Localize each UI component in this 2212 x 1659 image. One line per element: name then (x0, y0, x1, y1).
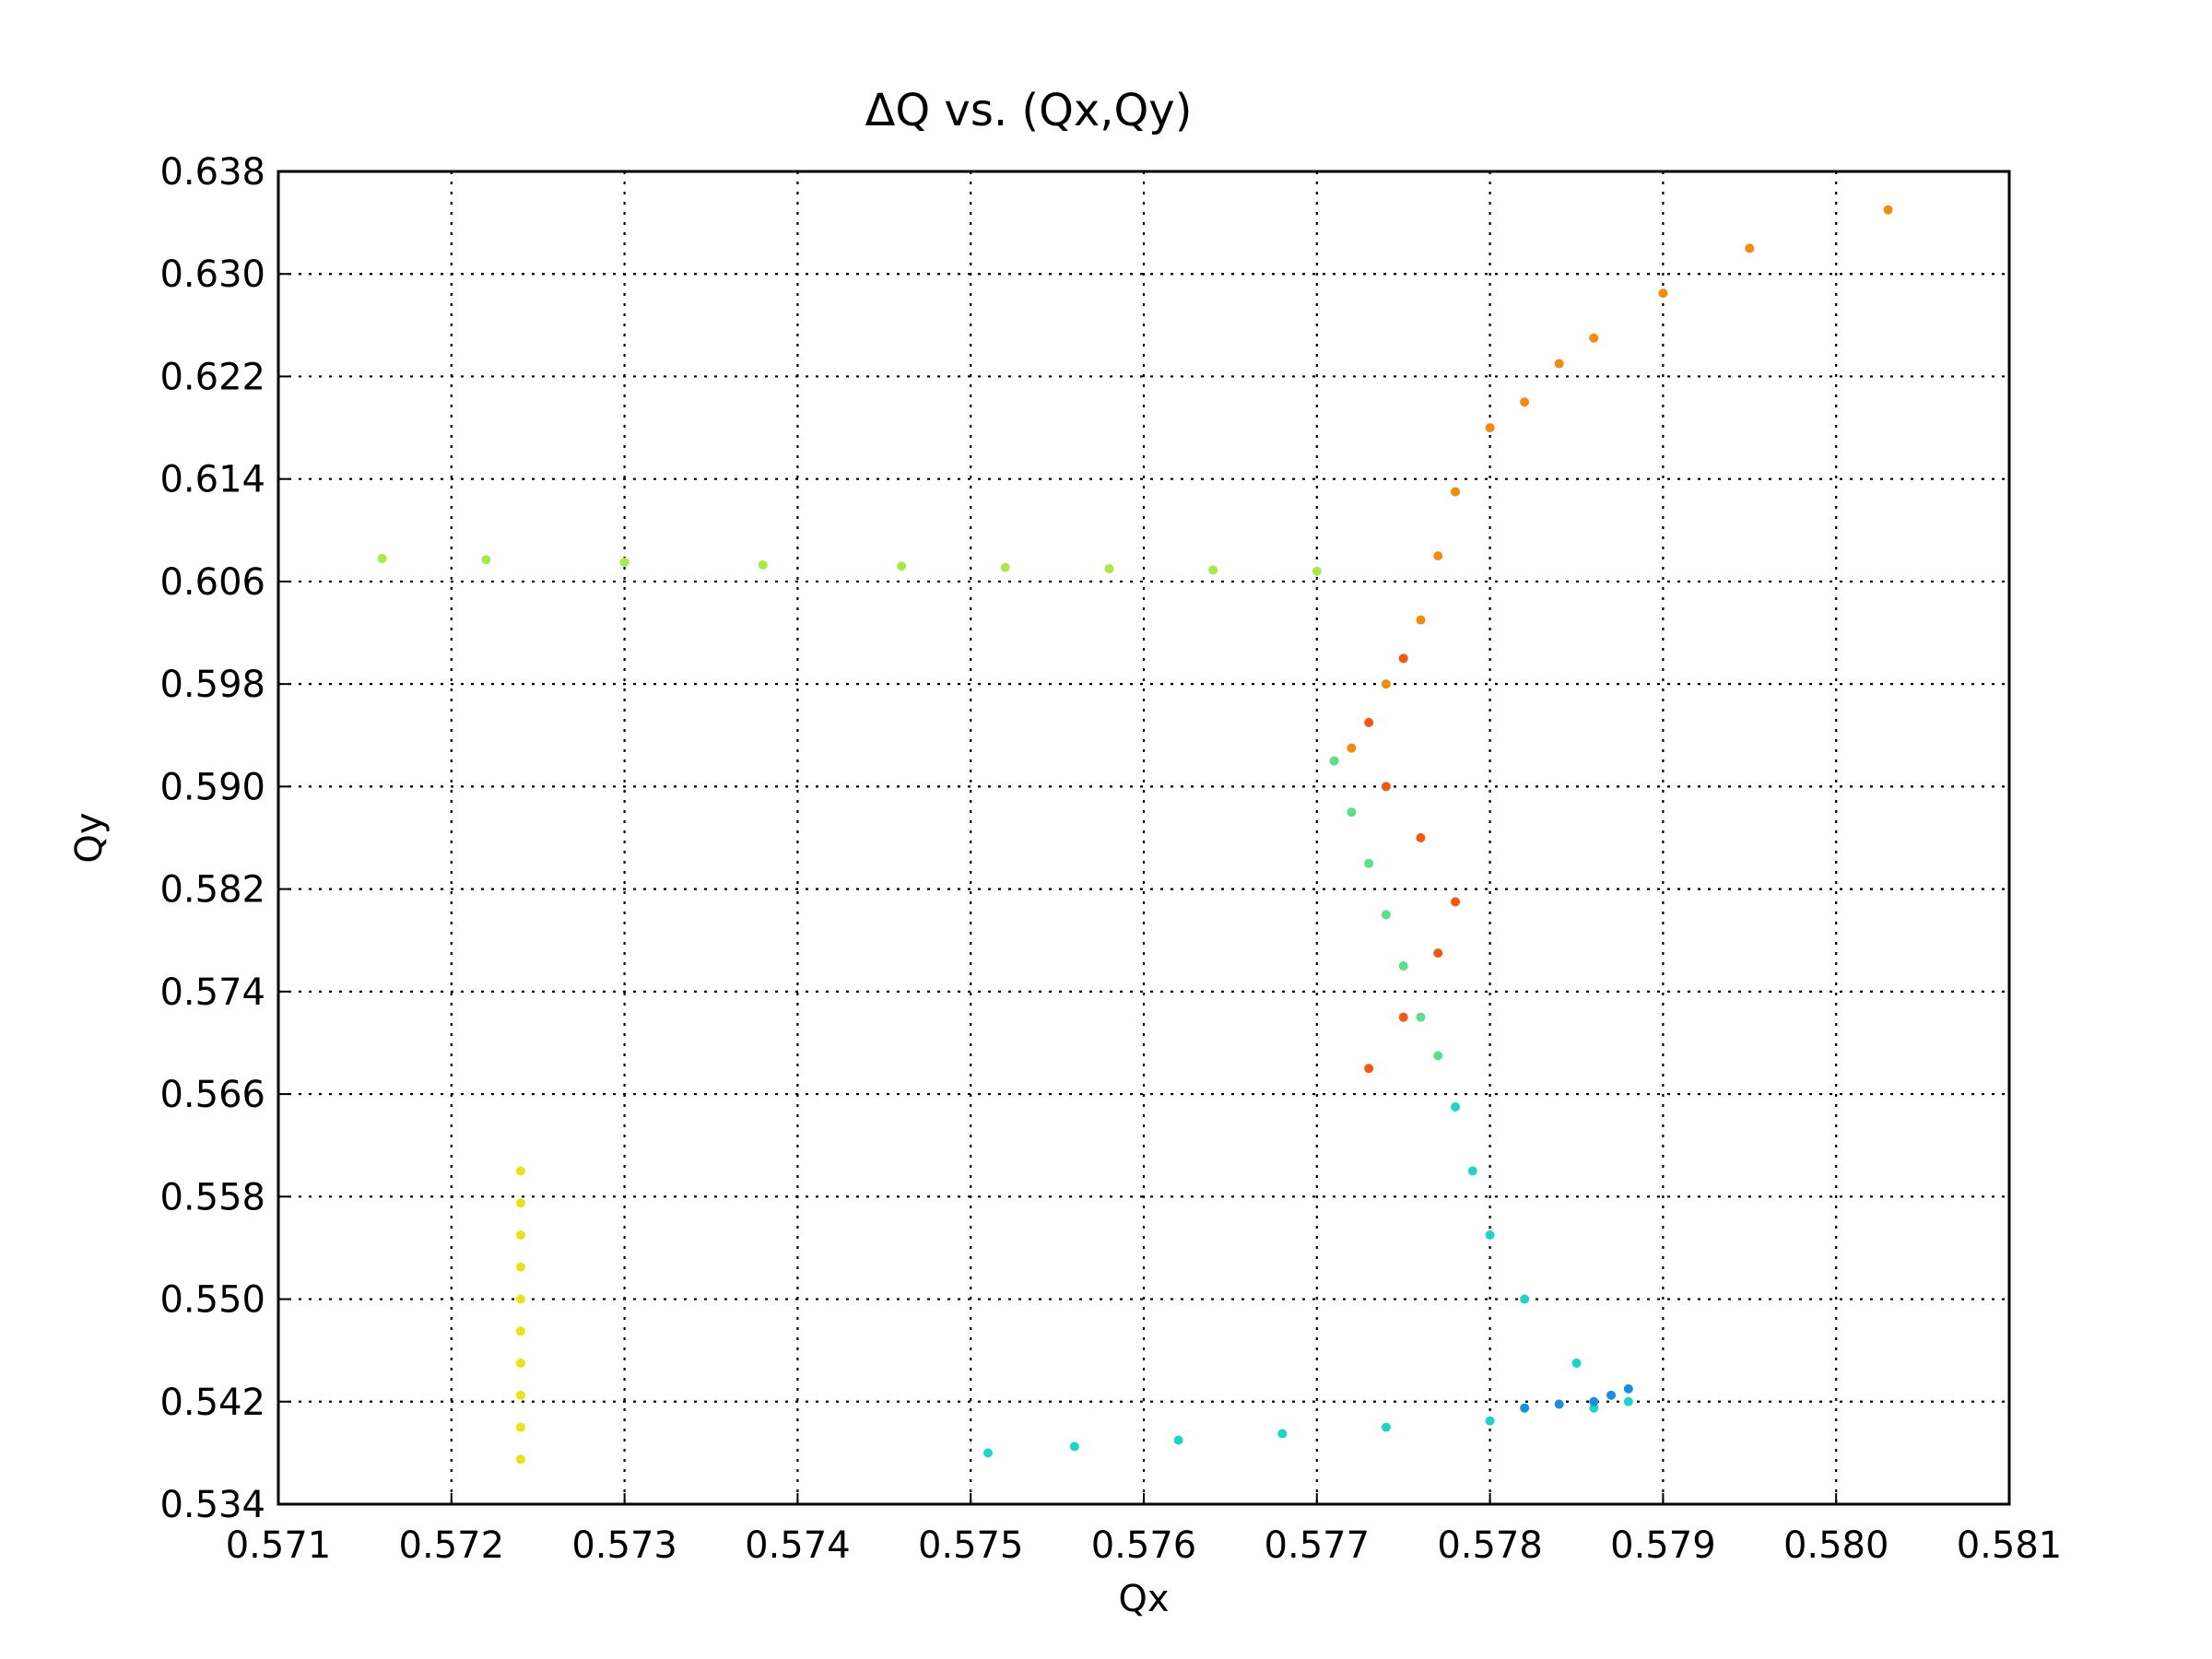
data-point (1623, 1396, 1633, 1406)
x-tick-labels: 0.571 0.572 0.573 0.574 0.575 0.576 0.577 0.578… (226, 1524, 2063, 1567)
y-tick-label: 0.606 (159, 561, 265, 604)
data-point (1520, 1403, 1530, 1413)
data-point (515, 1230, 525, 1241)
data-point (1554, 1399, 1564, 1409)
x-tick-label: 0.575 (918, 1524, 1024, 1567)
data-point (515, 1390, 525, 1400)
data-point (1623, 1383, 1633, 1394)
y-tick-label: 0.630 (159, 253, 265, 296)
data-point (1485, 1416, 1495, 1426)
data-point (1554, 359, 1564, 369)
data-point (1485, 423, 1495, 433)
x-tick-label: 0.574 (745, 1524, 851, 1567)
data-point (1364, 1064, 1374, 1074)
data-point (1277, 1429, 1288, 1439)
y-tick-label: 0.558 (159, 1176, 265, 1218)
data-point (1485, 1230, 1495, 1241)
y-tick-labels: 0.534 0.542 0.550 0.558 0.566 0.574 0.582 0.590… (159, 151, 265, 1526)
data-point (1398, 961, 1408, 971)
data-point (515, 1326, 525, 1336)
data-point (1364, 717, 1374, 727)
data-point (481, 555, 491, 565)
y-axis-label: Qy (68, 812, 111, 863)
data-point (1416, 833, 1426, 842)
chart-title: ΔQ vs. (Qx,Qy) (865, 85, 1193, 136)
data-point (1416, 1012, 1426, 1022)
x-tick-label: 0.577 (1265, 1524, 1371, 1567)
data-point (1398, 1012, 1408, 1022)
data-point (1364, 858, 1374, 868)
data-point (377, 553, 387, 563)
data-point (1208, 565, 1218, 575)
data-point (1589, 1403, 1599, 1413)
y-tick-label: 0.550 (159, 1279, 265, 1322)
x-tick-label: 0.572 (399, 1524, 505, 1567)
y-tick-label: 0.574 (159, 971, 265, 1014)
data-point (1520, 397, 1530, 407)
data-point (1312, 566, 1322, 576)
x-tick-label: 0.573 (571, 1524, 677, 1567)
data-point (1589, 333, 1599, 343)
y-tick-label: 0.582 (159, 869, 265, 912)
data-point (1398, 653, 1408, 664)
data-point (619, 558, 629, 568)
y-tick-label: 0.534 (159, 1484, 265, 1526)
data-point (515, 1262, 525, 1272)
data-point (1104, 564, 1114, 574)
gridlines (277, 171, 2010, 1505)
data-points (377, 205, 1893, 1465)
y-tick-label: 0.638 (159, 151, 265, 194)
data-point (1658, 288, 1668, 299)
data-point (1329, 756, 1339, 766)
data-point (515, 1359, 525, 1369)
data-point (1347, 807, 1357, 818)
data-point (1433, 551, 1443, 561)
data-point (1606, 1390, 1617, 1400)
data-point (1069, 1441, 1079, 1452)
data-point (1451, 487, 1461, 497)
x-tick-label: 0.579 (1610, 1524, 1716, 1567)
data-point (1451, 897, 1461, 907)
data-point (897, 561, 907, 571)
data-point (1745, 243, 1755, 253)
data-point (1381, 679, 1391, 689)
x-axis-label: Qx (1118, 1578, 1169, 1620)
x-tick-label: 0.578 (1437, 1524, 1543, 1567)
data-point (1381, 910, 1391, 920)
x-tick-label: 0.576 (1091, 1524, 1197, 1567)
y-tick-label: 0.590 (159, 766, 265, 808)
data-point (1416, 615, 1426, 625)
data-point (1589, 1396, 1599, 1406)
data-point (1173, 1435, 1183, 1445)
data-point (515, 1422, 525, 1432)
data-point (1000, 562, 1010, 572)
data-point (515, 1294, 525, 1304)
data-point (1467, 1166, 1477, 1176)
data-point (515, 1198, 525, 1208)
data-point (515, 1454, 525, 1465)
y-tick-label: 0.614 (159, 459, 265, 501)
data-point (1571, 1359, 1582, 1369)
y-tick-label: 0.598 (159, 664, 265, 706)
data-point (758, 559, 768, 570)
data-point (1347, 743, 1357, 753)
data-point (1883, 205, 1893, 215)
data-point (1433, 1051, 1443, 1061)
y-tick-label: 0.542 (159, 1382, 265, 1424)
data-point (1381, 1422, 1391, 1432)
data-point (1520, 1294, 1530, 1304)
x-tick-label: 0.571 (226, 1524, 332, 1567)
plot-frame (276, 170, 2011, 1506)
data-point (982, 1448, 993, 1458)
y-tick-label: 0.566 (159, 1074, 265, 1116)
data-point (1381, 782, 1391, 792)
x-tick-label: 0.580 (1783, 1524, 1889, 1567)
data-point (1451, 1101, 1461, 1112)
y-tick-label: 0.622 (159, 356, 265, 398)
data-point (1433, 948, 1443, 959)
x-tick-label: 0.581 (1957, 1524, 2063, 1567)
data-point (515, 1166, 525, 1176)
